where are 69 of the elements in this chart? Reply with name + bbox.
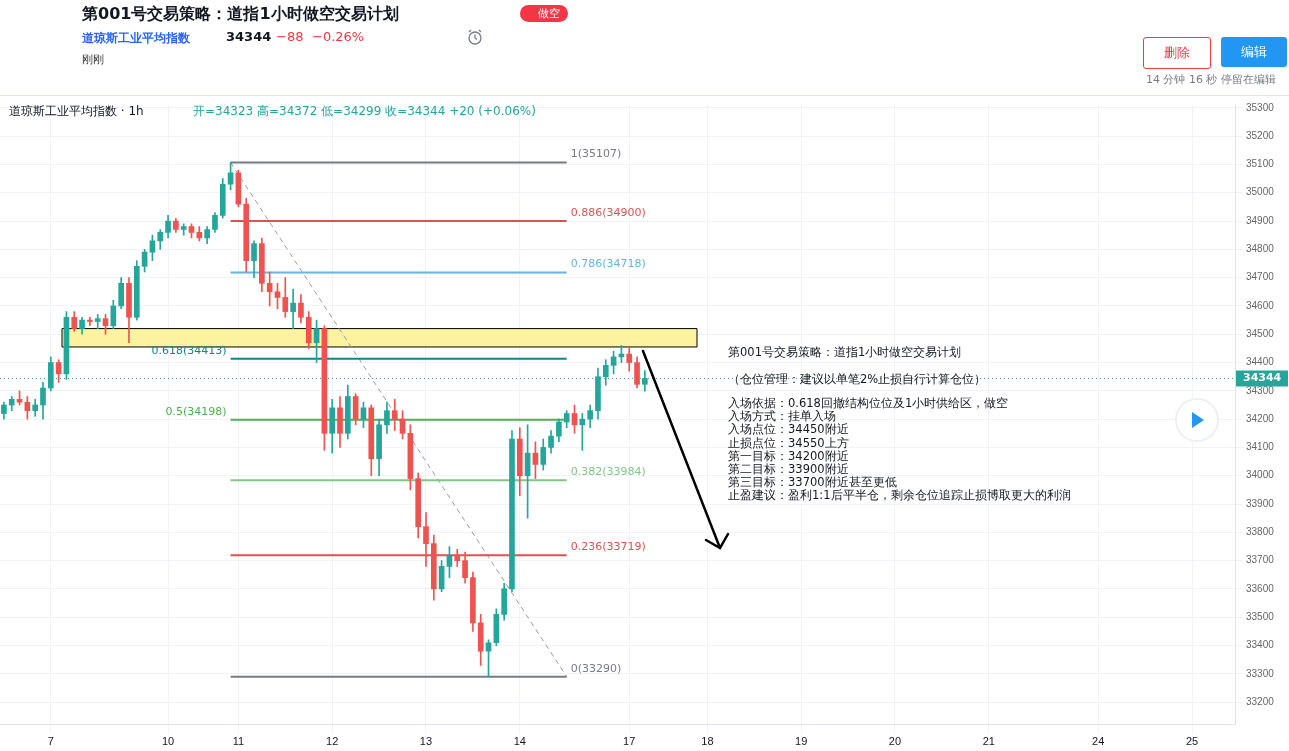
y-tick-label: 34400 <box>1246 356 1275 368</box>
y-tick-label: 34600 <box>1246 299 1275 311</box>
candlestick <box>290 288 296 329</box>
y-tick-label: 34800 <box>1246 243 1275 255</box>
x-tick-label: 25 <box>1185 735 1199 748</box>
text: 删除 <box>1143 37 1211 69</box>
y-tick-label: 33800 <box>1246 526 1275 538</box>
candlestick <box>579 413 586 451</box>
annotation: 入场依据：0.618回撤结构位位及1小时供给区，做空 <box>728 396 1009 410</box>
x-tick-label: 17 <box>623 735 636 748</box>
annotation: 开=34323 高=34372 低=34299 收=34344 +20 (+0.06%) <box>193 103 536 120</box>
series-label: 0.382(33984) <box>570 465 646 479</box>
y-tick-label: 35000 <box>1246 186 1275 198</box>
text: −0.26% <box>312 29 365 44</box>
x-tick-label: 18 <box>701 735 714 748</box>
x-tick-label: 12 <box>326 735 339 748</box>
text: 编辑 <box>1221 37 1287 67</box>
y-tick-label: 33700 <box>1246 554 1275 566</box>
annotation: 入场点位：34450附近 <box>728 422 849 437</box>
series-label: 0.236(33719) <box>570 540 646 554</box>
y-tick-label: 34100 <box>1246 441 1275 453</box>
x-tick-label: 20 <box>888 735 902 748</box>
text: 刚刚 <box>82 52 104 67</box>
y-tick-label: 33900 <box>1246 497 1275 509</box>
y-tick-label: 34500 <box>1246 327 1275 339</box>
candlestick <box>87 316 93 327</box>
annotation: 第三目标：33700附近甚至更低 <box>728 475 897 490</box>
x-tick-label: 10 <box>161 735 175 748</box>
x-tick-label: 24 <box>1092 735 1105 748</box>
y-tick-label: 35300 <box>1246 101 1275 113</box>
y-tick-label: 33200 <box>1246 695 1275 707</box>
annotation: 止损点位：34550上方 <box>728 435 849 450</box>
text: −88 <box>276 29 304 44</box>
x-tick-label: 7 <box>47 735 54 748</box>
y-tick-label: 34200 <box>1246 412 1275 424</box>
y-tick-label: 34700 <box>1246 271 1275 283</box>
annotation: 入场方式：挂单入场 <box>728 409 836 424</box>
y-tick-label: 33300 <box>1246 667 1275 679</box>
y-tick-label: 35200 <box>1246 129 1275 141</box>
text: 做空 <box>520 5 568 22</box>
series-label: 1(35107) <box>570 147 622 161</box>
y-tick-label: 34300 <box>1246 384 1275 396</box>
series-label: 0.886(34900) <box>570 205 646 219</box>
x-tick-label: 14 <box>513 735 526 748</box>
annotation: 第一目标：34200附近 <box>728 448 849 463</box>
annotation: （仓位管理：建议以单笔2%止损自行计算仓位） <box>728 372 987 387</box>
x-tick-label: 11 <box>232 735 245 748</box>
y-tick-label: 34000 <box>1246 469 1275 481</box>
series-label: 0.618(34413) <box>151 343 227 357</box>
series-label: 0.786(34718) <box>570 257 646 271</box>
series-label: 0.5(34198) <box>165 404 227 418</box>
y-tick-label: 33400 <box>1246 639 1275 651</box>
y-tick-label: 34900 <box>1246 214 1275 226</box>
y-tick-label: 33600 <box>1246 582 1275 594</box>
ref-line-label: 34344 <box>1243 371 1282 385</box>
y-tick-label: 33500 <box>1246 611 1275 622</box>
annotation: 道琼斯工业平均指数 · 1h <box>9 103 144 120</box>
x-tick-label: 21 <box>982 735 995 748</box>
chart-subtitle: 道琼斯工业平均指数 <box>82 30 190 47</box>
chart-title: 第001号交易策略：道指1小时做空交易计划 <box>82 4 399 25</box>
y-tick-label: 35100 <box>1246 158 1275 170</box>
text: 14 分钟 16 秒 停留在编辑 <box>1146 72 1276 87</box>
annotation: 止盈建议：盈利1:1后平半仓，剩余仓位追踪止损博取更大的利润 <box>728 488 1071 503</box>
x-tick-label: 19 <box>795 735 808 748</box>
series-label: 0(33290) <box>570 661 622 675</box>
text: 34344 <box>226 29 272 44</box>
annotation: 第001号交易策略：道指1小时做空交易计划 <box>728 345 962 360</box>
annotation: 第二目标：33900附近 <box>728 462 849 476</box>
x-tick-label: 13 <box>419 735 433 748</box>
